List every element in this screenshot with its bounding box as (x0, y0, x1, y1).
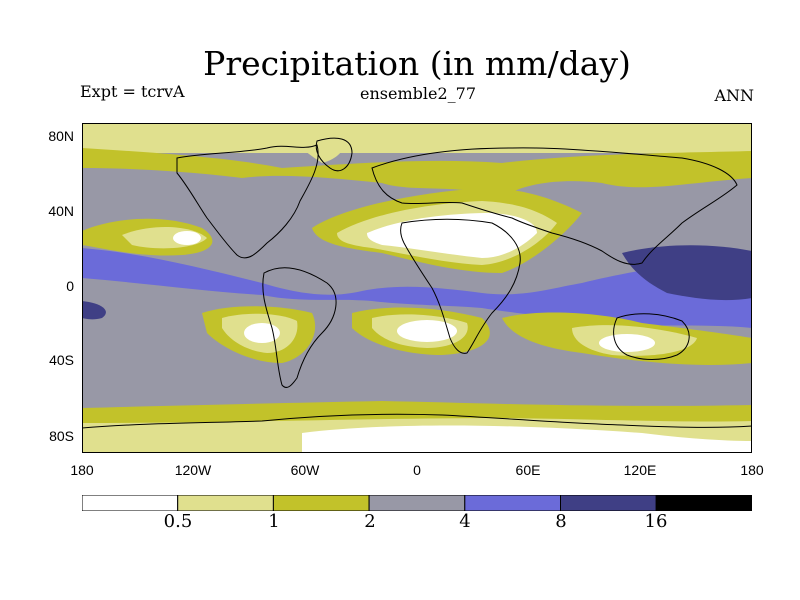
coast-south-america (262, 267, 337, 388)
field-warm-pool (622, 245, 752, 301)
field-itcz-wet (82, 248, 752, 328)
colorbar-bin-6 (655, 495, 752, 511)
ensemble-label: ensemble2_77 (360, 84, 476, 103)
coast-greenland (315, 137, 353, 172)
field-antarctic-dry (302, 425, 752, 453)
colorbar-label-0: 0.5 (163, 511, 193, 532)
coast-australia (613, 313, 690, 360)
coast-north-america (176, 144, 319, 259)
season-label: ANN (714, 86, 754, 105)
x-tick-180e: 180 (740, 462, 764, 478)
field-north-polar (82, 123, 752, 153)
coast-antarctica (82, 413, 752, 429)
y-tick-40n: 40N (48, 203, 74, 219)
colorbar-label-2: 2 (364, 511, 376, 532)
x-tick-120w: 120W (174, 462, 212, 478)
x-tick-60w: 60W (290, 462, 320, 478)
y-tick-80s: 80S (49, 428, 74, 444)
map-canvas (82, 123, 752, 453)
y-tick-40s: 40S (49, 352, 74, 368)
colorbar-bin-5 (560, 495, 657, 511)
plot-title: Precipitation (in mm/day) (203, 44, 631, 83)
colorbar-bin-2 (272, 495, 370, 511)
colorbar (82, 495, 752, 511)
x-tick-0: 0 (413, 462, 421, 478)
y-tick-0: 0 (66, 278, 74, 294)
field-north-band (82, 148, 752, 198)
colorbar-label-1: 1 (268, 511, 280, 532)
field-west-pacific (82, 301, 106, 320)
colorbar-bin-1 (177, 495, 274, 511)
field-south-atl-core (397, 320, 457, 342)
colorbar-label-3: 4 (459, 511, 471, 532)
coast-africa (400, 218, 521, 354)
colorbar-bin-0 (82, 495, 179, 511)
colorbar-label-5: 16 (644, 511, 668, 532)
field-aus-core (599, 334, 655, 352)
y-tick-80n: 80N (48, 128, 74, 144)
x-tick-60e: 60E (515, 462, 541, 478)
field-se-pacific-core (244, 323, 280, 343)
colorbar-bin-4 (464, 495, 561, 511)
coast-eurasia (371, 147, 738, 265)
precipitation-map (82, 123, 752, 453)
colorbar-bin-3 (368, 495, 466, 511)
colorbar-label-4: 8 (555, 511, 567, 532)
field-npac-dry3 (173, 231, 201, 245)
coastlines (82, 137, 752, 429)
field-north-yellow2 (282, 123, 346, 163)
x-tick-120e: 120E (623, 462, 657, 478)
x-tick-180w: 180 (70, 462, 94, 478)
experiment-label: Expt = tcrvA (80, 82, 185, 101)
